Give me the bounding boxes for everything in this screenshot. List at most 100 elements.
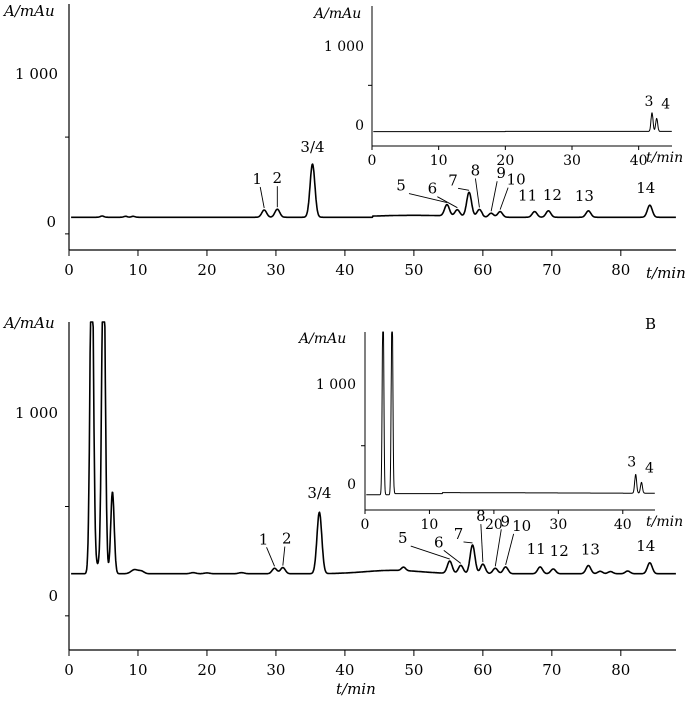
a-x-tick-label: 30 xyxy=(266,261,285,279)
peak-label-1: 1 xyxy=(252,170,262,188)
panel-b-x-ticks: 0 10 20 30 40 50 60 70 80 xyxy=(64,506,630,679)
inset-b-trace xyxy=(366,331,656,496)
ib-x-tick-label: 0 xyxy=(361,517,370,533)
panel-a-x-title: t/min xyxy=(646,264,686,282)
inset-b-x-ticks: 0 10 20 30 40 xyxy=(361,445,632,533)
peak-label-12: 12 xyxy=(543,186,562,204)
inset-b-y-tick-1000: 1 000 xyxy=(316,377,356,393)
panel-b-y-title: A/mAu xyxy=(2,314,55,332)
peak-label-10: 10 xyxy=(507,171,526,189)
peak-leader-line xyxy=(490,181,498,212)
ia-x-tick-label: 20 xyxy=(496,153,514,169)
ib-x-tick-label: 40 xyxy=(614,517,632,533)
b-x-tick-label: 30 xyxy=(266,661,285,679)
panel-b-trace xyxy=(70,321,677,575)
ib-x-tick-label: 30 xyxy=(549,517,567,533)
inset-b-y-tick-0: 0 xyxy=(347,477,356,493)
peak-label-11: 11 xyxy=(518,187,537,205)
peak-leader-line xyxy=(463,541,473,544)
peak-label-6: 6 xyxy=(434,533,444,551)
a-x-tick-label: 70 xyxy=(542,261,561,279)
ib-x-tick-label: 20 xyxy=(485,517,503,533)
a-x-tick-label: 50 xyxy=(404,261,423,279)
a-x-tick-label: 20 xyxy=(197,261,216,279)
peak-label-4: 4 xyxy=(645,460,654,476)
peak-label-5: 5 xyxy=(398,529,408,547)
peak-label-8: 8 xyxy=(476,507,486,525)
peak-leader-line xyxy=(259,186,265,209)
peak-label-3-4: 3/4 xyxy=(307,484,331,502)
peak-label-14: 14 xyxy=(636,537,655,555)
peak-label-6: 6 xyxy=(428,180,438,198)
peak-label-9: 9 xyxy=(496,164,506,182)
peak-label-12: 12 xyxy=(550,542,569,560)
ib-x-tick-label: 10 xyxy=(421,517,439,533)
a-x-tick-label: 10 xyxy=(128,261,147,279)
panel-a-y-tick-1000: 1 000 xyxy=(15,65,58,83)
peak-leader-line xyxy=(457,187,470,191)
peak-label-7: 7 xyxy=(448,171,458,189)
b-x-tick-label: 40 xyxy=(335,661,354,679)
peak-leader-line xyxy=(443,550,462,564)
panel-b-y-tick-0: 0 xyxy=(48,587,58,605)
peak-label-8: 8 xyxy=(471,161,481,179)
ia-x-tick-label: 0 xyxy=(368,153,377,169)
peak-leader-line xyxy=(437,196,458,209)
panel-a-y-tick-0: 0 xyxy=(46,213,56,231)
peak-leader-line xyxy=(494,529,502,567)
peak-label-3: 3 xyxy=(645,94,654,110)
b-x-tick-label: 80 xyxy=(611,661,630,679)
a-x-tick-label: 60 xyxy=(473,261,492,279)
ia-x-tick-label: 30 xyxy=(563,153,581,169)
inset-a-y-tick-0: 0 xyxy=(355,118,364,134)
peak-label-2: 2 xyxy=(282,530,292,548)
peak-label-9: 9 xyxy=(501,512,511,530)
a-x-tick-label: 40 xyxy=(335,261,354,279)
ia-x-tick-label: 10 xyxy=(430,153,448,169)
b-x-tick-label: 50 xyxy=(404,661,423,679)
peak-label-10: 10 xyxy=(512,517,531,535)
b-x-tick-label: 60 xyxy=(473,661,492,679)
b-x-tick-label: 20 xyxy=(197,661,216,679)
peak-label-7: 7 xyxy=(454,525,464,543)
peak-leader-line xyxy=(410,545,450,560)
peak-leader-line xyxy=(282,546,286,566)
peak-label-3: 3 xyxy=(627,454,636,470)
inset-b-y-title: A/mAu xyxy=(297,331,346,347)
panel-b-x-title: t/min xyxy=(336,680,376,698)
peak-label-1: 1 xyxy=(259,530,269,548)
a-x-tick-label: 0 xyxy=(64,261,74,279)
a-x-tick-label: 80 xyxy=(611,261,630,279)
b-x-tick-label: 0 xyxy=(64,661,74,679)
b-x-tick-label: 70 xyxy=(542,661,561,679)
panel-a-trace xyxy=(70,163,677,219)
peak-label-13: 13 xyxy=(581,541,600,559)
peak-leader-line xyxy=(266,547,275,567)
inset-a-x-title: t/min xyxy=(646,150,683,166)
inset-a-y-tick-1000: 1 000 xyxy=(324,39,364,55)
inset-a-x-ticks: 0 10 20 30 40 xyxy=(368,84,648,169)
peak-label-13: 13 xyxy=(575,187,594,205)
b-x-tick-label: 10 xyxy=(128,661,147,679)
peak-label-5: 5 xyxy=(396,177,406,195)
peak-leader-line xyxy=(499,187,509,210)
ia-x-tick-label: 40 xyxy=(630,153,648,169)
panel-a-y-title: A/mAu xyxy=(2,2,55,20)
peak-leader-line xyxy=(408,193,448,204)
peak-leader-line xyxy=(505,533,515,566)
peak-label-14: 14 xyxy=(636,179,655,197)
inset-a-y-title: A/mAu xyxy=(312,6,361,22)
peak-label-4: 4 xyxy=(661,96,670,112)
peak-leader-line xyxy=(480,524,484,563)
peak-label-11: 11 xyxy=(527,540,546,558)
peak-leader-line xyxy=(474,178,480,208)
panel-a-x-ticks: 0 10 20 30 40 50 60 70 80 xyxy=(64,136,630,279)
